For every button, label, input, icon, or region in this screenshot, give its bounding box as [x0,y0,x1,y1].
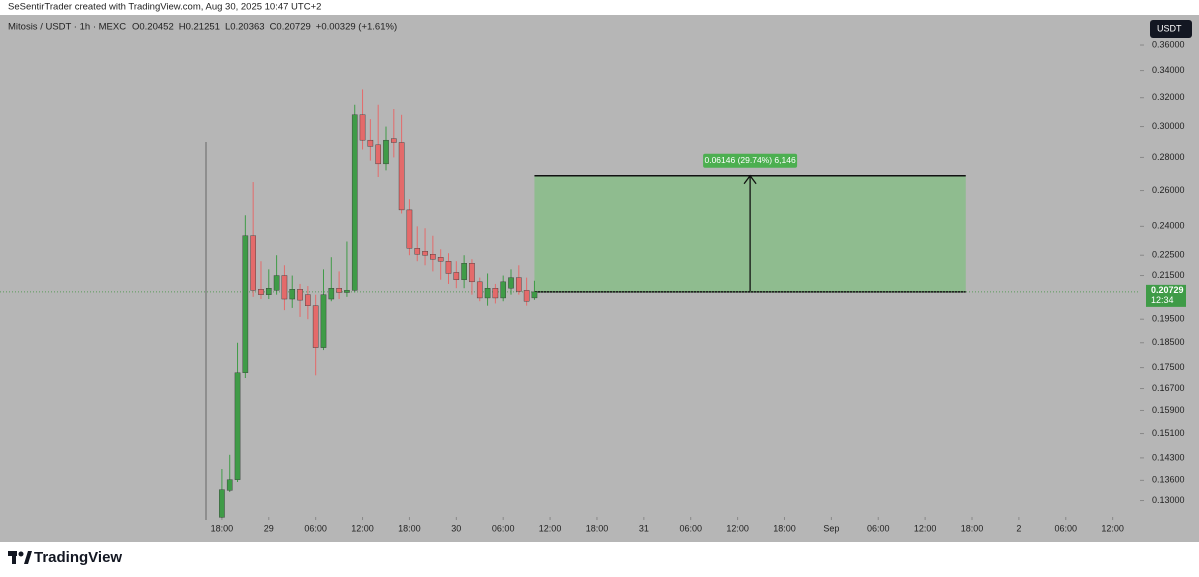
x-tick-label: 31 [639,523,649,533]
candle-body [398,142,405,211]
y-tick-label: 0.28000 [1152,152,1185,162]
x-tick-label: Sep [823,523,839,533]
y-tick-label: 0.15900 [1152,405,1185,415]
x-tick-label: 12:00 [351,523,374,533]
candle-body [445,261,452,274]
symbol: Mitosis / USDT · 1h · MEXC [8,22,126,33]
y-tick-label: 0.16700 [1152,383,1185,393]
y-tick-label: 0.30000 [1152,121,1185,131]
candle-body [250,235,256,291]
candle-body [320,294,327,348]
candle-body [305,294,311,306]
brand-logo [8,551,32,564]
measure-arrowhead [743,174,757,185]
candle-body [367,139,374,147]
ohlc-value: H0.21251 [179,22,220,33]
candle-body [351,114,358,291]
y-tick-label: 0.15100 [1152,428,1185,438]
y-tick-label: 0.14300 [1152,452,1185,462]
y-tick-label: 0.22500 [1152,250,1185,260]
candle-body [219,489,225,518]
candle-body [226,479,233,491]
ohlc-value: L0.20363 [225,22,265,33]
x-tick-label: 29 [264,523,274,533]
x-tick-label: 06:00 [867,523,890,533]
y-tick-label: 0.17500 [1152,362,1185,372]
candle-body [500,281,506,299]
x-tick-label: 18:00 [211,523,234,533]
x-tick-label: 12:00 [539,523,562,533]
candle-body [375,144,381,165]
candle-body [523,290,530,302]
candle-body [359,114,366,141]
candle-body [289,289,296,300]
x-tick-label: 18:00 [586,523,609,533]
y-tick-label: 0.21500 [1152,270,1185,280]
candle-body [414,248,421,255]
x-tick-label: 12:00 [914,523,937,533]
brand: TradingView [34,549,122,566]
candle-body [258,289,264,295]
x-tick-label: 30 [451,523,461,533]
x-tick-label: 18:00 [398,523,421,533]
candle-body [328,288,335,300]
credit: SeSentirTrader created with TradingView.… [8,2,321,13]
candle-body [461,263,467,280]
x-tick-label: 12:00 [1101,523,1124,533]
y-tick-label: 0.34000 [1152,65,1185,75]
candle-body [469,263,475,283]
candle-body [297,289,303,301]
x-tick-label: 06:00 [679,523,702,533]
ohlc-value: +0.00329 (+1.61%) [316,22,397,33]
x-tick-label: 06:00 [1055,523,1078,533]
x-tick-label: 06:00 [304,523,327,533]
y-tick-label: 0.36000 [1152,39,1185,49]
candle-body [430,254,436,260]
last-price-label: 0.20729 [1151,285,1184,295]
x-tick-label: 12:00 [726,523,749,533]
y-tick-label: 0.24000 [1152,221,1185,231]
measure-label: 0.06146 (29.74%) 6,146 [704,155,795,165]
candle-body [406,209,413,249]
x-tick-label: 06:00 [492,523,515,533]
candle-body [531,291,538,299]
candle-body [492,288,499,299]
measure-label-bg [703,153,798,168]
candle-body [242,235,249,373]
x-tick-label: 18:00 [773,523,796,533]
x-tick-label: 18:00 [961,523,984,533]
y-tick-label: 0.13600 [1152,475,1185,485]
candle-body [437,257,444,262]
x-tick-label: 2 [1016,523,1021,533]
candle-body [265,288,272,295]
y-tick-label: 0.19500 [1152,314,1185,324]
currency-badge [1150,20,1192,38]
candle-body [273,275,280,291]
candle-body [516,277,522,292]
currency: USDT [1157,23,1182,33]
ohlc-value: C0.20729 [270,22,311,33]
ohlc-value: O0.20452 [132,22,174,33]
candle-body [453,272,460,280]
y-tick-label: 0.26000 [1152,185,1185,195]
candle-body [422,251,428,256]
candle-body [312,305,319,348]
candle-body [383,139,389,165]
candle-body [344,290,350,293]
countdown: 12:34 [1151,295,1174,305]
candle-body [391,138,397,143]
candle-body [281,275,288,300]
candle-body [508,277,514,289]
candle-body [336,288,342,293]
candle-body [484,288,491,299]
candle-body [476,281,483,299]
y-tick-label: 0.32000 [1152,92,1185,102]
candle-body [234,372,241,480]
y-tick-label: 0.13000 [1152,495,1185,505]
y-tick-label: 0.18500 [1152,337,1185,347]
last-price-badge [1146,284,1186,307]
